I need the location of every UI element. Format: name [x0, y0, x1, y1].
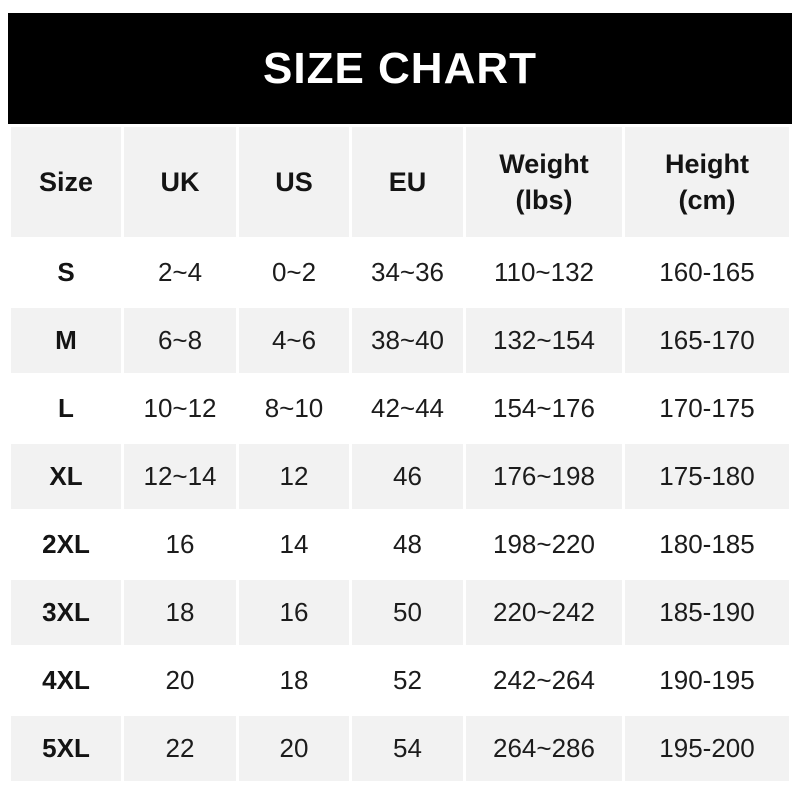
cell-eu: 34~36: [352, 240, 463, 305]
column-header-label: Weight: [499, 148, 589, 179]
cell-size: L: [11, 376, 121, 441]
cell-uk: 2~4: [124, 240, 236, 305]
cell-us: 20: [239, 716, 349, 781]
column-header-uk: UK: [124, 127, 236, 237]
cell-height: 185-190: [625, 580, 789, 645]
cell-uk: 20: [124, 648, 236, 713]
cell-weight: 176~198: [466, 444, 622, 509]
table-row-m: M 6~8 4~6 38~40 132~154 165-170: [11, 308, 789, 373]
cell-us: 16: [239, 580, 349, 645]
table-row-2xl: 2XL 16 14 48 198~220 180-185: [11, 512, 789, 577]
cell-uk: 10~12: [124, 376, 236, 441]
cell-eu: 38~40: [352, 308, 463, 373]
cell-size: 5XL: [11, 716, 121, 781]
size-chart-table: Size UK US EU Weight (lbs) Height (cm) S 2~4 0~2 3…: [8, 124, 792, 784]
cell-weight: 154~176: [466, 376, 622, 441]
cell-us: 8~10: [239, 376, 349, 441]
cell-weight: 110~132: [466, 240, 622, 305]
cell-height: 180-185: [625, 512, 789, 577]
cell-weight: 242~264: [466, 648, 622, 713]
cell-weight: 198~220: [466, 512, 622, 577]
table-row-4xl: 4XL 20 18 52 242~264 190-195: [11, 648, 789, 713]
column-header-us: US: [239, 127, 349, 237]
cell-eu: 52: [352, 648, 463, 713]
table-row-xl: XL 12~14 12 46 176~198 175-180: [11, 444, 789, 509]
table-row-l: L 10~12 8~10 42~44 154~176 170-175: [11, 376, 789, 441]
cell-size: M: [11, 308, 121, 373]
cell-size: XL: [11, 444, 121, 509]
table-body: S 2~4 0~2 34~36 110~132 160-165 M 6~8 4~6 38~40 13…: [11, 240, 789, 781]
cell-height: 160-165: [625, 240, 789, 305]
cell-us: 0~2: [239, 240, 349, 305]
cell-uk: 6~8: [124, 308, 236, 373]
size-chart-banner: SIZE CHART: [8, 13, 792, 124]
cell-eu: 50: [352, 580, 463, 645]
column-header-label: US: [275, 166, 313, 197]
cell-uk: 16: [124, 512, 236, 577]
column-header-weight: Weight (lbs): [466, 127, 622, 237]
cell-us: 12: [239, 444, 349, 509]
cell-size: 3XL: [11, 580, 121, 645]
cell-eu: 42~44: [352, 376, 463, 441]
cell-eu: 54: [352, 716, 463, 781]
cell-uk: 12~14: [124, 444, 236, 509]
column-header-label: UK: [160, 166, 200, 197]
cell-uk: 18: [124, 580, 236, 645]
cell-us: 18: [239, 648, 349, 713]
cell-weight: 132~154: [466, 308, 622, 373]
column-header-label: Size: [38, 166, 94, 197]
cell-height: 175-180: [625, 444, 789, 509]
cell-us: 4~6: [239, 308, 349, 373]
column-header-label: EU: [388, 166, 427, 197]
column-header-label: Height: [665, 148, 749, 179]
cell-size: S: [11, 240, 121, 305]
column-header-label: (cm): [678, 185, 736, 215]
cell-height: 190-195: [625, 648, 789, 713]
cell-size: 4XL: [11, 648, 121, 713]
column-header-label: (lbs): [515, 185, 573, 215]
cell-weight: 264~286: [466, 716, 622, 781]
cell-uk: 22: [124, 716, 236, 781]
column-header-height: Height (cm): [625, 127, 789, 237]
table-row-3xl: 3XL 18 16 50 220~242 185-190: [11, 580, 789, 645]
column-header-eu: EU: [352, 127, 463, 237]
cell-height: 170-175: [625, 376, 789, 441]
cell-us: 14: [239, 512, 349, 577]
cell-weight: 220~242: [466, 580, 622, 645]
column-header-size: Size: [11, 127, 121, 237]
header-row: Size UK US EU Weight (lbs) Height (cm): [11, 127, 789, 237]
cell-eu: 46: [352, 444, 463, 509]
table-row-s: S 2~4 0~2 34~36 110~132 160-165: [11, 240, 789, 305]
cell-height: 165-170: [625, 308, 789, 373]
cell-size: 2XL: [11, 512, 121, 577]
page-title: SIZE CHART: [263, 43, 537, 93]
cell-eu: 48: [352, 512, 463, 577]
table-row-5xl: 5XL 22 20 54 264~286 195-200: [11, 716, 789, 781]
table-header-row: Size UK US EU Weight (lbs) Height (cm): [11, 127, 789, 237]
cell-height: 195-200: [625, 716, 789, 781]
